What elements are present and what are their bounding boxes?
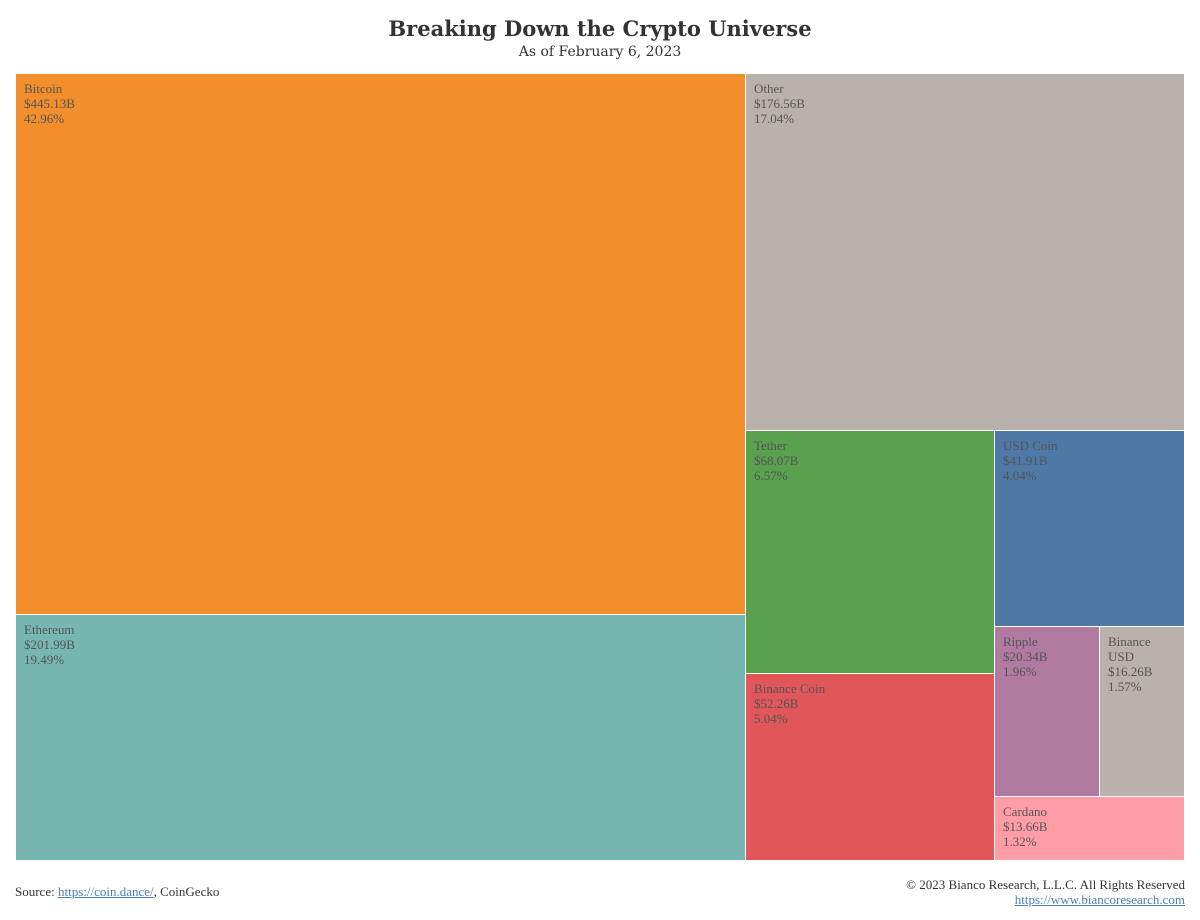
tile-value: $445.13B — [24, 96, 75, 111]
tile-name: Ripple — [1003, 634, 1038, 649]
copyright-text: © 2023 Bianco Research, L.L.C. All Right… — [906, 877, 1185, 892]
tile-binance-coin: Binance Coin $52.26B 5.04% — [746, 674, 995, 861]
tile-value: $52.26B — [754, 696, 799, 711]
tile-bitcoin: Bitcoin $445.13B 42.96% — [16, 74, 746, 615]
tile-name: Other — [754, 81, 784, 96]
tile-value: $201.99B — [24, 637, 75, 652]
source-link[interactable]: https://coin.dance/ — [57, 884, 154, 899]
tile-value: $16.26B — [1108, 664, 1153, 679]
website-link[interactable]: https://www.biancoresearch.com — [1014, 892, 1185, 907]
tile-name: Ethereum — [24, 622, 75, 637]
tile-share: 1.96% — [1003, 664, 1037, 679]
tile-binance-usd: Binance USD $16.26B 1.57% — [1100, 627, 1185, 797]
tile-label: Ripple $20.34B 1.96% — [1003, 634, 1047, 679]
treemap-chart: Bitcoin $445.13B 42.96% Ethereum $201.99B 19.… — [16, 74, 1185, 861]
tile-label: Cardano $13.66B 1.32% — [1003, 804, 1047, 849]
tile-value: $176.56B — [754, 96, 805, 111]
tile-name: USD Coin — [1003, 438, 1058, 453]
tile-label: Other $176.56B 17.04% — [754, 81, 805, 126]
source-prefix: Source: — [15, 884, 55, 899]
tile-name: Tether — [754, 438, 788, 453]
chart-subtitle: As of February 6, 2023 — [518, 44, 682, 60]
tile-share: 1.32% — [1003, 834, 1037, 849]
tile-share: 19.49% — [24, 652, 65, 667]
tile-share: 42.96% — [24, 111, 65, 126]
tile-share: 17.04% — [754, 111, 795, 126]
tile-label: Binance USD $16.26B 1.57% — [1108, 634, 1179, 694]
tile-tether: Tether $68.07B 6.57% — [746, 431, 995, 674]
tile-label: Tether $68.07B 6.57% — [754, 438, 798, 483]
tile-usd-coin: USD Coin $41.91B 4.04% — [995, 431, 1185, 627]
chart-title: Breaking Down the Crypto Universe — [388, 16, 812, 41]
tile-name: Binance Coin — [754, 681, 826, 696]
tile-value: $41.91B — [1003, 453, 1048, 468]
tile-name: Bitcoin — [24, 81, 63, 96]
tile-label: Ethereum $201.99B 19.49% — [24, 622, 75, 667]
tile-share: 5.04% — [754, 711, 788, 726]
tile-label: Binance Coin $52.26B 5.04% — [754, 681, 825, 726]
tile-share: 6.57% — [754, 468, 788, 483]
copyright-block: © 2023 Bianco Research, L.L.C. All Right… — [906, 877, 1185, 907]
source-suffix: , CoinGecko — [153, 884, 220, 899]
tile-share: 1.57% — [1108, 679, 1142, 694]
tile-share: 4.04% — [1003, 468, 1037, 483]
tile-other: Other $176.56B 17.04% — [746, 74, 1185, 431]
tile-label: Bitcoin $445.13B 42.96% — [24, 81, 75, 126]
tile-cardano: Cardano $13.66B 1.32% — [995, 797, 1185, 861]
tile-ethereum: Ethereum $201.99B 19.49% — [16, 615, 746, 861]
tile-name: Cardano — [1003, 804, 1048, 819]
source-note: Source: https://coin.dance/, CoinGecko — [15, 884, 219, 900]
tile-name: Binance USD — [1108, 634, 1151, 664]
tile-value: $20.34B — [1003, 649, 1048, 664]
tile-label: USD Coin $41.91B 4.04% — [1003, 438, 1058, 483]
tile-value: $68.07B — [754, 453, 799, 468]
tile-value: $13.66B — [1003, 819, 1048, 834]
tile-ripple: Ripple $20.34B 1.96% — [995, 627, 1100, 797]
